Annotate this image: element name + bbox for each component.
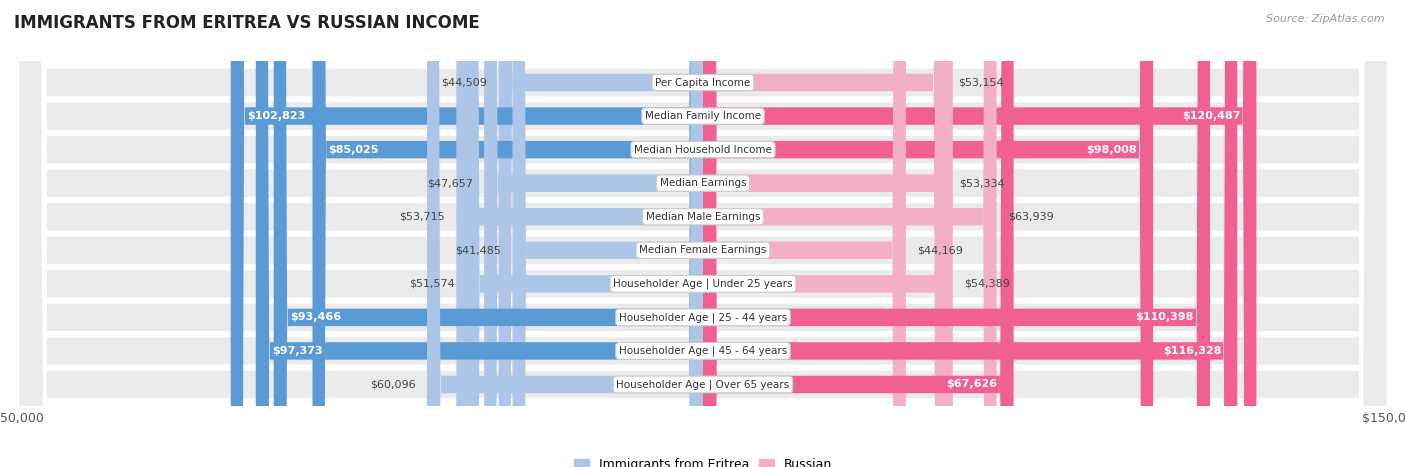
FancyBboxPatch shape bbox=[17, 0, 1389, 467]
FancyBboxPatch shape bbox=[17, 0, 1389, 467]
Text: Per Capita Income: Per Capita Income bbox=[655, 78, 751, 87]
Text: Median Family Income: Median Family Income bbox=[645, 111, 761, 121]
Text: Householder Age | 25 - 44 years: Householder Age | 25 - 44 years bbox=[619, 312, 787, 323]
FancyBboxPatch shape bbox=[703, 0, 905, 467]
Text: $51,574: $51,574 bbox=[409, 279, 454, 289]
Text: $47,657: $47,657 bbox=[427, 178, 472, 188]
Text: Householder Age | 45 - 64 years: Householder Age | 45 - 64 years bbox=[619, 346, 787, 356]
Text: $110,398: $110,398 bbox=[1136, 312, 1194, 322]
FancyBboxPatch shape bbox=[703, 0, 1153, 467]
FancyBboxPatch shape bbox=[703, 0, 1211, 467]
FancyBboxPatch shape bbox=[703, 0, 997, 467]
FancyBboxPatch shape bbox=[17, 0, 1389, 467]
Text: $85,025: $85,025 bbox=[329, 145, 380, 155]
FancyBboxPatch shape bbox=[17, 0, 1389, 467]
Text: $60,096: $60,096 bbox=[370, 380, 416, 389]
FancyBboxPatch shape bbox=[256, 0, 703, 467]
FancyBboxPatch shape bbox=[427, 0, 703, 467]
FancyBboxPatch shape bbox=[703, 0, 1014, 467]
Text: Median Earnings: Median Earnings bbox=[659, 178, 747, 188]
FancyBboxPatch shape bbox=[17, 0, 1389, 467]
FancyBboxPatch shape bbox=[703, 0, 953, 467]
FancyBboxPatch shape bbox=[703, 0, 948, 467]
Text: Householder Age | Over 65 years: Householder Age | Over 65 years bbox=[616, 379, 790, 390]
Text: $63,939: $63,939 bbox=[1008, 212, 1054, 222]
FancyBboxPatch shape bbox=[512, 0, 703, 467]
FancyBboxPatch shape bbox=[17, 0, 1389, 467]
FancyBboxPatch shape bbox=[467, 0, 703, 467]
FancyBboxPatch shape bbox=[484, 0, 703, 467]
Text: Median Household Income: Median Household Income bbox=[634, 145, 772, 155]
FancyBboxPatch shape bbox=[703, 0, 948, 467]
FancyBboxPatch shape bbox=[17, 0, 1389, 467]
Text: Median Female Earnings: Median Female Earnings bbox=[640, 245, 766, 255]
Legend: Immigrants from Eritrea, Russian: Immigrants from Eritrea, Russian bbox=[568, 453, 838, 467]
Text: Source: ZipAtlas.com: Source: ZipAtlas.com bbox=[1267, 14, 1385, 24]
Text: $120,487: $120,487 bbox=[1182, 111, 1240, 121]
Text: $98,008: $98,008 bbox=[1087, 145, 1137, 155]
Text: $44,169: $44,169 bbox=[917, 245, 963, 255]
Text: Householder Age | Under 25 years: Householder Age | Under 25 years bbox=[613, 279, 793, 289]
FancyBboxPatch shape bbox=[312, 0, 703, 467]
Text: Median Male Earnings: Median Male Earnings bbox=[645, 212, 761, 222]
Text: $93,466: $93,466 bbox=[290, 312, 340, 322]
FancyBboxPatch shape bbox=[703, 0, 1257, 467]
Text: $41,485: $41,485 bbox=[456, 245, 501, 255]
FancyBboxPatch shape bbox=[17, 0, 1389, 467]
Text: $54,389: $54,389 bbox=[965, 279, 1010, 289]
Text: $53,715: $53,715 bbox=[399, 212, 444, 222]
FancyBboxPatch shape bbox=[274, 0, 703, 467]
Text: $102,823: $102,823 bbox=[247, 111, 305, 121]
FancyBboxPatch shape bbox=[17, 0, 1389, 467]
FancyBboxPatch shape bbox=[17, 0, 1389, 467]
FancyBboxPatch shape bbox=[703, 0, 1237, 467]
Text: $67,626: $67,626 bbox=[946, 380, 997, 389]
FancyBboxPatch shape bbox=[499, 0, 703, 467]
Text: IMMIGRANTS FROM ERITREA VS RUSSIAN INCOME: IMMIGRANTS FROM ERITREA VS RUSSIAN INCOM… bbox=[14, 14, 479, 32]
Text: $97,373: $97,373 bbox=[271, 346, 322, 356]
Text: $116,328: $116,328 bbox=[1163, 346, 1222, 356]
Text: $53,154: $53,154 bbox=[959, 78, 1004, 87]
FancyBboxPatch shape bbox=[457, 0, 703, 467]
Text: $53,334: $53,334 bbox=[959, 178, 1005, 188]
Text: $44,509: $44,509 bbox=[441, 78, 486, 87]
FancyBboxPatch shape bbox=[231, 0, 703, 467]
